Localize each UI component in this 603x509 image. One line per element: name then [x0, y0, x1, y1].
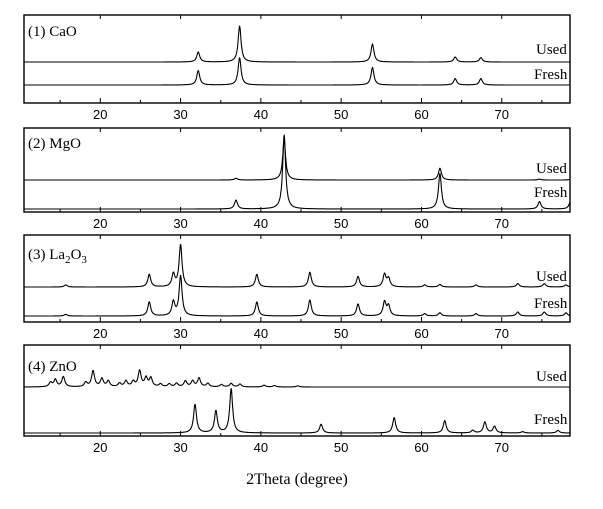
panel-label-part: O	[71, 247, 82, 263]
x-tick-label: 70	[495, 326, 509, 341]
x-tick-label: 40	[254, 107, 268, 122]
x-tick-label: 20	[93, 216, 107, 231]
x-axis-title: 2Theta (degree)	[246, 471, 348, 488]
series-label-fresh: Fresh	[534, 67, 568, 83]
x-tick-label: 60	[414, 440, 428, 455]
x-tick-label: 20	[93, 440, 107, 455]
x-tick-label: 30	[173, 440, 187, 455]
series-label-fresh: Fresh	[534, 185, 568, 201]
panels: 20 30 40 50 60 70 (1) CaO Used Fresh 20 30 40 50 60 70…	[23, 14, 571, 455]
panel-label-part: 3	[81, 254, 87, 266]
x-tick-label: 30	[173, 107, 187, 122]
panel-frame	[23, 234, 571, 323]
trace-fresh	[23, 57, 571, 86]
x-tick-label: 50	[334, 107, 348, 122]
trace-used	[23, 369, 571, 388]
panel-4: 20 30 40 50 60 70 (4) ZnO Used Fresh	[23, 344, 571, 455]
x-tick-label: 40	[254, 216, 268, 231]
series-label-used: Used	[536, 161, 567, 177]
panel-frame	[23, 344, 571, 437]
series-label-used: Used	[536, 369, 567, 385]
panel-label-part: (3) La	[28, 247, 65, 263]
panel-label: (4) ZnO	[28, 359, 77, 375]
trace-fresh	[23, 134, 571, 210]
x-tick-label: 50	[334, 326, 348, 341]
panel-frame	[23, 14, 571, 104]
x-tick-label: 50	[334, 216, 348, 231]
panel-3: 20 30 40 50 60 70 (3) La2O3 Used Fresh	[23, 234, 571, 341]
panel-label: (2) MgO	[28, 136, 81, 152]
trace-used	[23, 25, 571, 63]
panel-label: (1) CaO	[28, 24, 77, 40]
trace-used	[23, 243, 571, 288]
x-tick-label: 50	[334, 440, 348, 455]
x-tick-label: 40	[254, 326, 268, 341]
trace-fresh	[23, 274, 571, 317]
panel-label: (3) La2O3	[28, 247, 87, 266]
series-label-used: Used	[536, 269, 567, 285]
trace-used	[23, 139, 571, 181]
x-tick-label: 30	[173, 326, 187, 341]
trace-fresh	[23, 388, 571, 434]
x-tick-label: 70	[495, 440, 509, 455]
series-label-fresh: Fresh	[534, 296, 568, 312]
x-tick-label: 60	[414, 326, 428, 341]
x-tick-label: 70	[495, 216, 509, 231]
series-label-used: Used	[536, 42, 567, 58]
x-tick-label: 60	[414, 216, 428, 231]
panel-2: 20 30 40 50 60 70 (2) MgO Used Fresh	[23, 127, 571, 231]
x-tick-label: 40	[254, 440, 268, 455]
series-label-fresh: Fresh	[534, 412, 568, 428]
x-tick-label: 20	[93, 326, 107, 341]
x-tick-label: 20	[93, 107, 107, 122]
panel-frame	[23, 127, 571, 213]
x-tick-label: 60	[414, 107, 428, 122]
panel-1: 20 30 40 50 60 70 (1) CaO Used Fresh	[23, 14, 571, 122]
x-tick-label: 30	[173, 216, 187, 231]
panel-label-part: 2	[65, 254, 71, 266]
x-tick-label: 70	[495, 107, 509, 122]
